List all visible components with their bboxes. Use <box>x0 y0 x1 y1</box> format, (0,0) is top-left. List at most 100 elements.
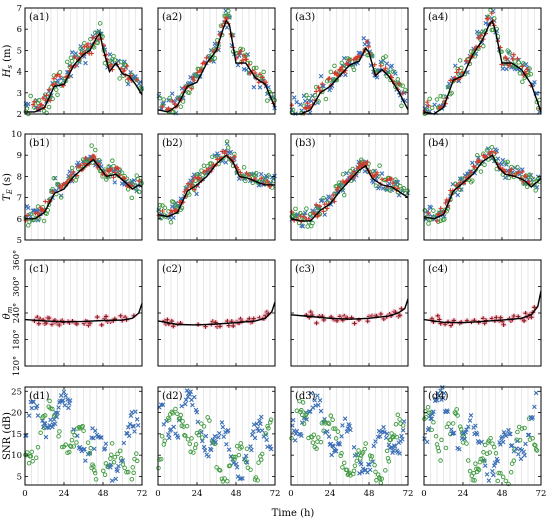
data-point <box>69 165 75 171</box>
model-line <box>25 158 143 220</box>
data-point <box>31 399 36 405</box>
data-point <box>224 139 230 144</box>
data-point <box>134 77 139 83</box>
data-point <box>485 16 491 21</box>
data-point <box>393 71 398 76</box>
data-point <box>333 70 338 75</box>
data-point <box>191 394 197 400</box>
data-point <box>324 206 330 211</box>
data-point <box>399 433 404 439</box>
data-point <box>326 434 332 439</box>
data-point <box>440 395 446 401</box>
data-point <box>515 164 520 170</box>
data-point <box>508 470 514 475</box>
data-point <box>35 444 41 450</box>
model-line <box>24 303 143 323</box>
data-point <box>345 62 351 67</box>
data-point <box>252 176 258 182</box>
data-point <box>191 187 197 192</box>
data-point <box>191 77 197 83</box>
data-point <box>269 185 275 190</box>
data-point <box>350 166 356 172</box>
data-point <box>71 444 76 449</box>
data-point <box>122 59 127 64</box>
data-point <box>481 43 486 49</box>
data-point <box>122 176 127 181</box>
data-point <box>258 421 263 427</box>
data-point <box>340 423 345 428</box>
panel-b2: (b2) <box>156 133 277 241</box>
data-point <box>534 91 540 96</box>
data-point <box>168 220 174 225</box>
axes-frame <box>157 386 276 486</box>
data-point <box>472 165 477 170</box>
data-point <box>208 161 214 166</box>
data-point <box>358 453 364 458</box>
data-point <box>512 447 518 452</box>
data-point <box>189 436 194 441</box>
data-point <box>471 470 476 476</box>
x-tick-label: 48 <box>231 489 242 499</box>
data-point <box>491 472 496 478</box>
y-tick-label: 20 <box>11 409 22 419</box>
x-tick-label: 0 <box>288 489 293 499</box>
data-point <box>161 97 166 102</box>
data-point <box>90 35 96 41</box>
data-point <box>457 58 463 63</box>
data-point <box>193 442 199 447</box>
data-point <box>468 413 474 418</box>
data-point <box>381 424 386 430</box>
data-point <box>240 47 246 52</box>
axes-frame <box>423 7 542 115</box>
data-point <box>434 218 440 224</box>
panel-d3: 0 24 48 72 (d3) <box>288 386 413 499</box>
data-point <box>82 446 87 452</box>
data-point <box>187 192 192 197</box>
data-point <box>301 103 307 108</box>
data-point <box>521 318 527 324</box>
data-point <box>310 220 315 226</box>
data-point <box>89 51 94 56</box>
data-point <box>394 182 399 187</box>
data-point <box>401 186 407 191</box>
data-point <box>470 160 475 166</box>
data-point <box>476 467 482 473</box>
data-point <box>466 458 471 463</box>
data-point <box>213 48 219 53</box>
data-point <box>492 16 497 21</box>
data-point <box>436 393 442 399</box>
data-point <box>352 321 357 326</box>
y-tick-label: 3 <box>17 89 22 99</box>
data-point <box>173 406 178 412</box>
data-point <box>251 65 257 71</box>
data-point <box>506 63 512 69</box>
data-point <box>515 56 520 61</box>
data-point <box>165 317 170 322</box>
data-point <box>131 470 136 476</box>
data-point <box>357 471 362 476</box>
data-point <box>50 406 55 412</box>
data-point <box>501 322 506 327</box>
data-point <box>454 182 459 188</box>
data-point <box>324 429 330 434</box>
data-point <box>267 420 273 425</box>
data-point <box>183 401 188 407</box>
data-point <box>455 192 461 198</box>
data-point <box>75 160 81 166</box>
data-point <box>129 72 135 78</box>
data-point <box>47 398 52 404</box>
data-point <box>532 442 537 447</box>
data-point <box>337 442 343 447</box>
data-point <box>226 145 231 150</box>
data-point <box>92 446 97 452</box>
data-point <box>219 420 225 425</box>
data-point <box>57 429 62 434</box>
data-point <box>358 456 363 461</box>
data-point <box>112 57 118 63</box>
data-point <box>299 433 304 438</box>
data-point <box>172 101 177 107</box>
data-point <box>302 98 308 104</box>
panel-a2: (a2) <box>156 7 277 116</box>
data-point <box>256 428 261 434</box>
data-point <box>526 72 531 78</box>
